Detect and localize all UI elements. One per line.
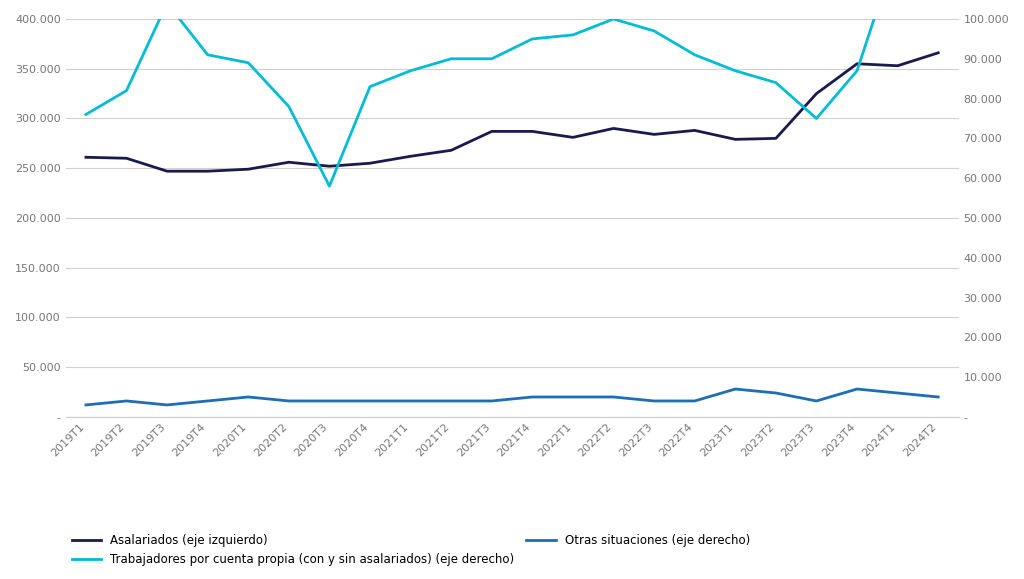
Trabajadores por cuenta propia (con y sin asalariados) (eje derecho) — [202, 52, 214, 58]
Asalariados (eje izquierdo) — [567, 134, 580, 141]
Trabajadores por cuenta propia (con y sin asalariados) (eje derecho) — [445, 56, 458, 63]
Trabajadores por cuenta propia (con y sin asalariados) (eje derecho) — [80, 111, 92, 118]
Asalariados (eje izquierdo) — [121, 155, 133, 162]
Otras situaciones (eje derecho) — [892, 390, 904, 397]
Otras situaciones (eje derecho) — [445, 398, 458, 405]
Asalariados (eje izquierdo) — [485, 128, 498, 135]
Trabajadores por cuenta propia (con y sin asalariados) (eje derecho) — [810, 115, 822, 122]
Otras situaciones (eje derecho) — [121, 398, 133, 405]
Trabajadores por cuenta propia (con y sin asalariados) (eje derecho) — [485, 56, 498, 63]
Otras situaciones (eje derecho) — [161, 401, 173, 408]
Otras situaciones (eje derecho) — [364, 398, 376, 405]
Asalariados (eje izquierdo) — [283, 159, 295, 166]
Trabajadores por cuenta propia (con y sin asalariados) (eje derecho) — [851, 67, 863, 74]
Asalariados (eje izquierdo) — [202, 168, 214, 175]
Otras situaciones (eje derecho) — [404, 398, 417, 405]
Trabajadores por cuenta propia (con y sin asalariados) (eje derecho) — [161, 0, 173, 6]
Asalariados (eje izquierdo) — [161, 168, 173, 175]
Trabajadores por cuenta propia (con y sin asalariados) (eje derecho) — [607, 16, 620, 23]
Otras situaciones (eje derecho) — [526, 394, 539, 401]
Trabajadores por cuenta propia (con y sin asalariados) (eje derecho) — [242, 59, 254, 66]
Trabajadores por cuenta propia (con y sin asalariados) (eje derecho) — [770, 79, 782, 86]
Asalariados (eje izquierdo) — [851, 60, 863, 67]
Trabajadores por cuenta propia (con y sin asalariados) (eje derecho) — [283, 103, 295, 110]
Otras situaciones (eje derecho) — [567, 394, 580, 401]
Asalariados (eje izquierdo) — [688, 127, 700, 134]
Trabajadores por cuenta propia (con y sin asalariados) (eje derecho) — [364, 83, 376, 90]
Trabajadores por cuenta propia (con y sin asalariados) (eje derecho) — [648, 27, 660, 34]
Asalariados (eje izquierdo) — [810, 90, 822, 97]
Trabajadores por cuenta propia (con y sin asalariados) (eje derecho) — [567, 31, 580, 38]
Asalariados (eje izquierdo) — [404, 153, 417, 160]
Asalariados (eje izquierdo) — [648, 131, 660, 138]
Trabajadores por cuenta propia (con y sin asalariados) (eje derecho) — [121, 87, 133, 94]
Asalariados (eje izquierdo) — [526, 128, 539, 135]
Asalariados (eje izquierdo) — [445, 147, 458, 154]
Otras situaciones (eje derecho) — [202, 398, 214, 405]
Otras situaciones (eje derecho) — [607, 394, 620, 401]
Otras situaciones (eje derecho) — [485, 398, 498, 405]
Otras situaciones (eje derecho) — [770, 390, 782, 397]
Line: Asalariados (eje izquierdo): Asalariados (eje izquierdo) — [86, 53, 938, 171]
Legend: Asalariados (eje izquierdo), Trabajadores por cuenta propia (con y sin asalariad: Asalariados (eje izquierdo), Trabajadore… — [72, 534, 751, 566]
Otras situaciones (eje derecho) — [851, 386, 863, 393]
Asalariados (eje izquierdo) — [932, 49, 944, 56]
Otras situaciones (eje derecho) — [648, 398, 660, 405]
Asalariados (eje izquierdo) — [242, 166, 254, 173]
Otras situaciones (eje derecho) — [810, 398, 822, 405]
Asalariados (eje izquierdo) — [364, 160, 376, 167]
Trabajadores por cuenta propia (con y sin asalariados) (eje derecho) — [404, 67, 417, 74]
Trabajadores por cuenta propia (con y sin asalariados) (eje derecho) — [324, 182, 336, 189]
Line: Trabajadores por cuenta propia (con y sin asalariados) (eje derecho): Trabajadores por cuenta propia (con y si… — [86, 0, 938, 186]
Trabajadores por cuenta propia (con y sin asalariados) (eje derecho) — [526, 35, 539, 42]
Asalariados (eje izquierdo) — [892, 63, 904, 69]
Asalariados (eje izquierdo) — [324, 163, 336, 170]
Trabajadores por cuenta propia (con y sin asalariados) (eje derecho) — [729, 67, 741, 74]
Otras situaciones (eje derecho) — [932, 394, 944, 401]
Asalariados (eje izquierdo) — [770, 135, 782, 142]
Otras situaciones (eje derecho) — [283, 398, 295, 405]
Otras situaciones (eje derecho) — [324, 398, 336, 405]
Trabajadores por cuenta propia (con y sin asalariados) (eje derecho) — [688, 52, 700, 58]
Otras situaciones (eje derecho) — [80, 401, 92, 408]
Line: Otras situaciones (eje derecho): Otras situaciones (eje derecho) — [86, 389, 938, 405]
Otras situaciones (eje derecho) — [729, 386, 741, 393]
Otras situaciones (eje derecho) — [242, 394, 254, 401]
Asalariados (eje izquierdo) — [80, 154, 92, 161]
Asalariados (eje izquierdo) — [729, 136, 741, 143]
Otras situaciones (eje derecho) — [688, 398, 700, 405]
Asalariados (eje izquierdo) — [607, 125, 620, 132]
